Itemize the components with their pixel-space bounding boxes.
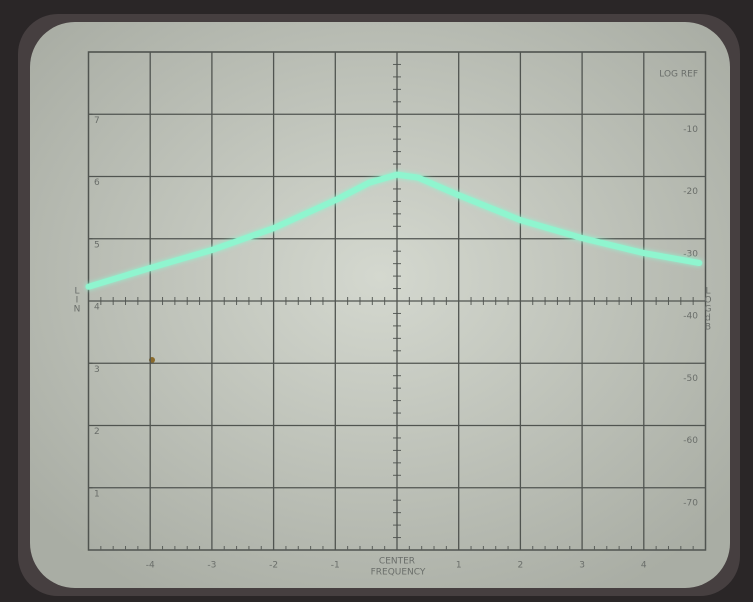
y2-tick-label: 7 — [94, 116, 100, 126]
y-tick-label: -20 — [683, 187, 698, 197]
y2-tick-label: 5 — [94, 240, 100, 250]
y-tick-label: -70 — [683, 498, 698, 508]
x-axis-label: FREQUENCY — [371, 568, 426, 578]
x-tick-label: CENTER — [379, 557, 415, 567]
x-tick-label: 3 — [579, 561, 585, 571]
y2-tick-label: 1 — [94, 489, 100, 499]
y2-axis-label: N — [74, 305, 81, 315]
y-tick-label: -10 — [683, 125, 698, 135]
y2-tick-label: 6 — [94, 178, 100, 188]
y-tick-label: -40 — [683, 312, 698, 322]
x-tick-label: 2 — [518, 561, 524, 571]
y2-tick-label: 3 — [94, 365, 100, 375]
y-tick-label: -60 — [683, 436, 698, 446]
x-tick-label: -3 — [207, 561, 216, 571]
screen — [30, 22, 730, 588]
y2-tick-label: 2 — [94, 427, 100, 437]
x-tick-label: -1 — [331, 561, 340, 571]
x-tick-label: -2 — [269, 561, 278, 571]
y-tick-label: LOG REF — [659, 70, 698, 80]
analyzer-photo: FREQUENCY -4 -3 -2 -1 CENTER 1 2 3 4 -70 -60 -50 -40… — [0, 0, 753, 602]
x-tick-label: 4 — [641, 561, 647, 571]
y-axis-label: B — [705, 323, 711, 333]
y-tick-label: -50 — [683, 374, 698, 384]
x-tick-label: -4 — [146, 561, 155, 571]
x-tick-label: 1 — [456, 561, 462, 571]
y2-tick-label: 4 — [94, 303, 100, 313]
